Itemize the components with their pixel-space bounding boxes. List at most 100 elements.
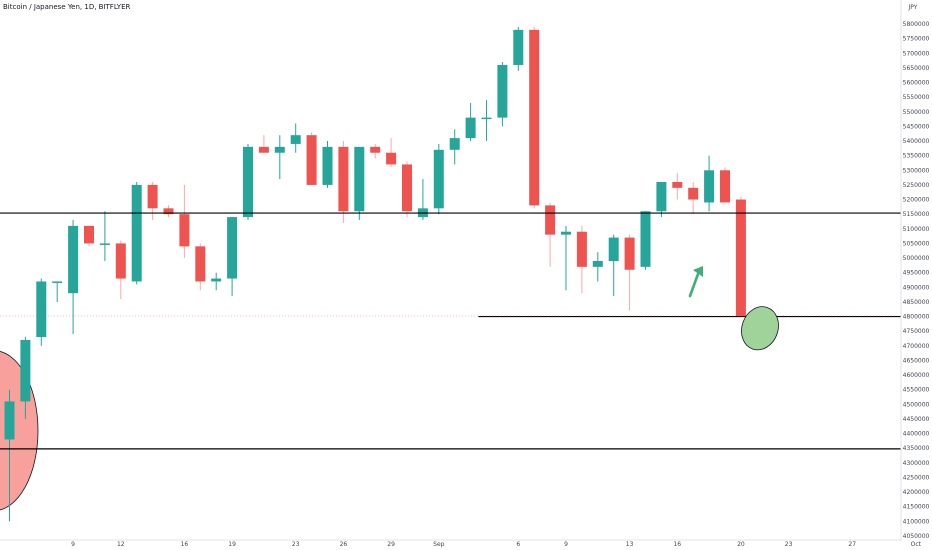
price-tick-label: 5150000 — [903, 211, 930, 218]
candle-body — [624, 237, 635, 270]
time-tick-label: 12 — [117, 541, 125, 548]
price-tick-label: 5550000 — [903, 94, 930, 101]
price-tick-label: 4500000 — [903, 401, 930, 408]
time-tick-label: Oct — [911, 541, 922, 548]
candle-body — [433, 149, 444, 209]
candle-body — [735, 199, 746, 316]
price-tick-label: 5250000 — [903, 182, 930, 189]
price-tick-label: 4950000 — [903, 270, 930, 277]
candle-body — [402, 164, 412, 212]
currency-label: JPY — [908, 4, 918, 11]
price-tick-label: 4050000 — [903, 533, 930, 540]
price-axis-background — [901, 0, 932, 550]
price-tick-label: 5300000 — [903, 167, 930, 174]
price-tick-label: 4900000 — [903, 284, 930, 291]
price-tick-label: 4200000 — [903, 489, 930, 496]
candle-body — [306, 135, 317, 185]
candle-body — [640, 211, 651, 267]
time-axis[interactable]: 9121619232629Sep691316202327Oct47 — [0, 539, 932, 548]
candle-body — [4, 401, 15, 440]
candle-body — [274, 146, 285, 153]
candle-body — [497, 64, 508, 118]
price-tick-label: 5800000 — [903, 21, 930, 28]
price-tick-label: 5700000 — [903, 50, 930, 57]
time-tick-label: 9 — [564, 541, 568, 548]
price-tick-label: 4450000 — [903, 416, 930, 423]
candle-body — [131, 184, 142, 282]
candle-body — [592, 260, 603, 267]
price-tick-label: 5100000 — [903, 226, 930, 233]
price-tick-label: 4100000 — [903, 518, 930, 525]
price-tick-label: 4700000 — [903, 343, 930, 350]
candle-body — [370, 146, 381, 153]
price-axis[interactable]: 4050000 4100000 4150000 4200000 4250000 43000… — [900, 0, 932, 550]
up-arrow-icon — [688, 266, 703, 298]
price-tick-label: 4850000 — [903, 299, 930, 306]
price-tick-label: 4300000 — [903, 460, 930, 467]
time-tick-label: 16 — [673, 541, 681, 548]
candle-body — [179, 214, 190, 247]
time-tick-label: Sep — [433, 541, 445, 548]
price-tick-label: 5000000 — [903, 255, 930, 262]
price-tick-label: 5350000 — [903, 153, 930, 160]
time-tick-label: 26 — [340, 541, 348, 548]
price-tick-label: 4800000 — [903, 314, 930, 321]
price-tick-label: 4550000 — [903, 387, 930, 394]
time-tick-label: 19 — [228, 541, 236, 548]
candle-body — [84, 225, 94, 244]
candle-body — [99, 243, 110, 245]
arrow-head — [693, 266, 703, 277]
candle-body — [608, 237, 619, 261]
time-tick-label: 9 — [71, 541, 75, 548]
candle-body — [672, 181, 683, 188]
candle-body — [513, 29, 524, 65]
candle-body — [576, 231, 587, 267]
price-tick-label: 5200000 — [903, 197, 930, 204]
price-tick-label: 5500000 — [903, 109, 930, 116]
time-tick-label: 16 — [181, 541, 189, 548]
price-tick-label: 5450000 — [903, 123, 930, 130]
price-tick-label: 5050000 — [903, 240, 930, 247]
time-tick-label: 23 — [292, 541, 300, 548]
candle-body — [211, 278, 222, 282]
green-highlight-ellipse — [741, 306, 779, 351]
price-tick-label: 4150000 — [903, 504, 930, 511]
candle-body — [720, 170, 730, 203]
candle-body — [115, 243, 126, 279]
price-tick-label: 4600000 — [903, 372, 930, 379]
candle-body — [195, 246, 206, 282]
candle-body — [163, 208, 174, 215]
candle-body — [704, 170, 715, 203]
candle-body — [227, 217, 238, 279]
chart-title: Bitcoin / Japanese Yen, 1D, BITFLYER — [3, 3, 131, 11]
price-tick-label: 5600000 — [903, 80, 930, 87]
price-tick-label: 5650000 — [903, 65, 930, 72]
candle-body — [68, 225, 79, 294]
price-tick-label: 4650000 — [903, 357, 930, 364]
candle-body — [36, 281, 47, 338]
candle-layer — [4, 26, 746, 522]
candle-body — [545, 205, 556, 235]
price-tick-label: 4750000 — [903, 328, 930, 335]
candle-body — [529, 29, 540, 206]
price-tick-label: 4250000 — [903, 474, 930, 481]
candle-body — [481, 117, 492, 120]
time-tick-label: 23 — [785, 541, 793, 548]
candle-body — [449, 138, 460, 150]
candle-body — [688, 187, 699, 200]
candle-body — [147, 184, 158, 209]
candle-body — [354, 146, 365, 212]
time-tick-label: 13 — [626, 541, 634, 548]
time-tick-label: 20 — [737, 541, 745, 548]
candle-body — [465, 117, 476, 139]
candle-body — [338, 146, 349, 212]
annotation-layer-front — [688, 266, 779, 351]
time-tick-label: 6 — [516, 541, 520, 548]
price-tick-label: 5400000 — [903, 138, 930, 145]
candle-body — [243, 146, 253, 218]
price-tick-label: 4350000 — [903, 445, 930, 452]
arrow-shaft — [688, 272, 700, 298]
candle-body — [20, 339, 31, 402]
candle-body — [386, 152, 397, 165]
